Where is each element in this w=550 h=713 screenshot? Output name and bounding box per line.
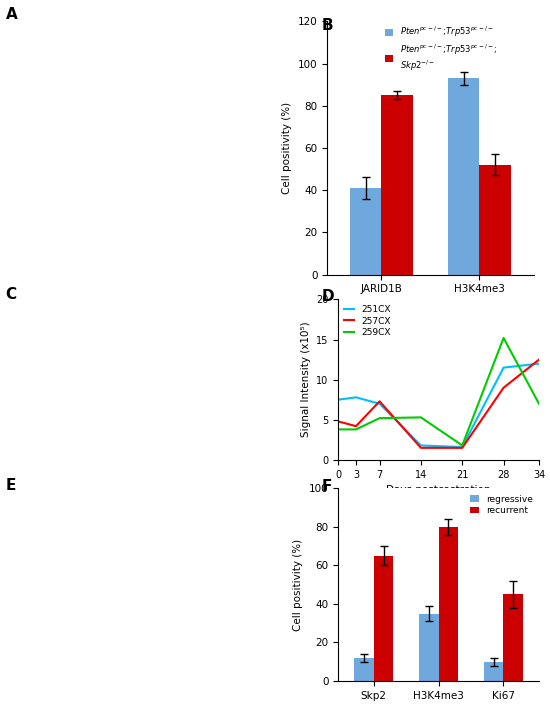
Bar [480,165,511,275]
Text: D: D [322,289,334,304]
251CX [459,443,465,451]
259CX [353,425,359,434]
Line: 257CX: 257CX [338,359,539,448]
Y-axis label: Signal Intensity (x10⁵): Signal Intensity (x10⁵) [301,322,311,438]
257CX [459,443,465,452]
251CX [353,393,359,401]
X-axis label: Days postcastration: Days postcastration [386,485,491,495]
259CX [500,334,507,342]
Bar [354,658,374,681]
251CX [417,441,424,450]
Text: C: C [6,287,16,302]
257CX [335,417,342,426]
259CX [536,399,542,408]
Text: A: A [6,7,17,22]
251CX [335,396,342,404]
251CX [500,364,507,372]
257CX [376,397,383,406]
259CX [335,425,342,434]
259CX [417,413,424,421]
251CX [376,399,383,408]
251CX [536,359,542,368]
Y-axis label: Cell positivity (%): Cell positivity (%) [293,538,304,631]
257CX [353,422,359,431]
Text: E: E [6,478,16,493]
Bar [350,188,381,275]
Text: B: B [322,18,333,33]
257CX [500,384,507,392]
Legend: 251CX, 257CX, 259CX: 251CX, 257CX, 259CX [340,302,395,341]
Bar [381,96,412,275]
257CX [536,355,542,364]
Bar [484,662,503,681]
Legend: regressive, recurrent: regressive, recurrent [466,491,536,519]
259CX [376,414,383,422]
257CX [417,443,424,452]
Y-axis label: Cell positivity (%): Cell positivity (%) [282,102,292,194]
Text: F: F [322,479,332,494]
259CX [459,441,465,450]
Bar [448,78,480,275]
Bar [374,556,393,681]
Bar [503,595,523,681]
Legend: $Pten^{pc-/-}$;$Trp53^{pc-/-}$, $Pten^{pc-/-}$;$Trp53^{pc-/-}$;
$Skp2^{-/-}$: $Pten^{pc-/-}$;$Trp53^{pc-/-}$, $Pten^{p… [381,21,500,76]
Line: 259CX: 259CX [338,338,539,446]
Line: 251CX: 251CX [338,364,539,447]
Bar [439,527,458,681]
Bar [419,613,439,681]
